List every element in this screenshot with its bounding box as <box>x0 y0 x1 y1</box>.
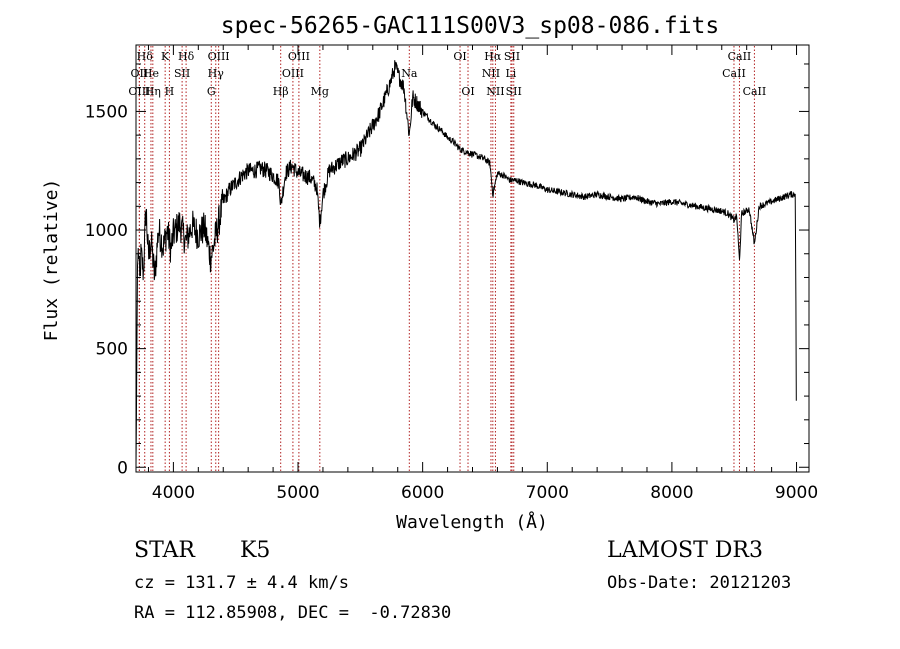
line-label-1: K <box>161 50 170 63</box>
line-label-13: OIII <box>282 67 304 80</box>
line-label-3: OIII <box>208 50 230 63</box>
redshift-cz: cz = 131.7 ± 4.4 km/s <box>134 573 349 593</box>
spectrum-line <box>135 60 797 468</box>
y-tick-label-3: 1500 <box>85 102 128 122</box>
y-tick-label-1: 500 <box>96 340 128 360</box>
plot-frame <box>135 44 810 473</box>
chart-title: spec-56265-GAC111S00V3_sp08-086.fits <box>221 13 720 39</box>
line-label-10: He <box>143 67 159 80</box>
y-axis-label: Flux (relative) <box>41 179 62 342</box>
y-tick-label-0: 0 <box>117 458 128 478</box>
x-tick-label-0: 4000 <box>152 483 195 503</box>
object-subclass: K5 <box>240 538 271 563</box>
line-label-17: CaII <box>722 67 746 80</box>
line-label-0: Hδ <box>137 50 154 63</box>
axis-ticks: 4000 5000 6000 7000 8000 9000 0 500 1000 1500 <box>85 45 818 503</box>
obs-date: Obs-Date: 20121203 <box>607 573 792 593</box>
line-label-5: OI <box>453 50 466 63</box>
line-label-27: CaII <box>743 85 767 98</box>
line-label-19: Hη <box>145 85 161 98</box>
x-axis-label: Wavelength (Å) <box>396 511 548 533</box>
line-label-12: Hγ <box>208 67 225 80</box>
line-label-4: OIII <box>288 50 310 63</box>
line-label-24: OI <box>461 85 474 98</box>
line-label-25: NII <box>486 85 504 98</box>
line-markers <box>138 46 755 472</box>
line-label-26: SII <box>506 85 522 98</box>
line-label-14: Na <box>401 67 418 80</box>
line-label-22: Hβ <box>273 85 289 98</box>
x-tick-label-3: 7000 <box>526 483 569 503</box>
line-label-18: OIII <box>128 85 150 98</box>
line-label-6: Hα <box>484 50 502 63</box>
x-tick-label-1: 5000 <box>276 483 319 503</box>
line-label-8: CaII <box>728 50 752 63</box>
line-label-21: G <box>207 85 216 98</box>
ra-dec: RA = 112.85908, DEC = -0.72830 <box>134 603 452 623</box>
x-tick-label-5: 9000 <box>775 483 818 503</box>
survey-name: LAMOST DR3 <box>607 538 763 563</box>
line-label-16: Li <box>505 67 516 80</box>
object-class: STAR <box>134 538 195 563</box>
y-tick-label-2: 1000 <box>85 221 128 241</box>
line-label-23: Mg <box>311 85 329 98</box>
line-label-20: H <box>165 85 175 98</box>
line-label-2: Hδ <box>178 50 195 63</box>
x-tick-label-4: 8000 <box>650 483 693 503</box>
line-label-9: OII <box>131 67 149 80</box>
line-label-11: SII <box>174 67 190 80</box>
x-tick-label-2: 6000 <box>401 483 444 503</box>
line-label-15: NII <box>482 67 500 80</box>
line-label-7: SII <box>504 50 520 63</box>
